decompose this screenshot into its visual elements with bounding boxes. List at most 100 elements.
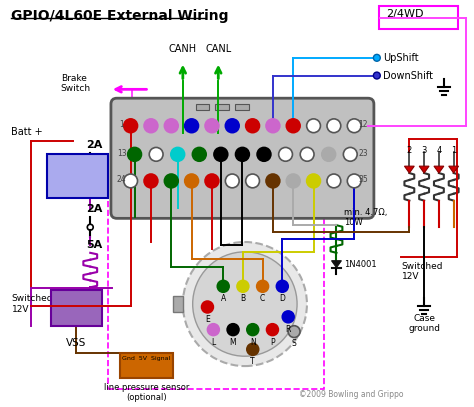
Text: 24: 24 bbox=[117, 175, 127, 184]
Circle shape bbox=[183, 242, 307, 366]
Text: 2A: 2A bbox=[86, 140, 102, 151]
Circle shape bbox=[246, 119, 259, 133]
Circle shape bbox=[286, 174, 300, 188]
Circle shape bbox=[286, 119, 300, 133]
Text: CANH: CANH bbox=[169, 44, 197, 54]
Text: B: B bbox=[240, 294, 246, 303]
Polygon shape bbox=[404, 166, 414, 173]
Polygon shape bbox=[434, 166, 444, 173]
Polygon shape bbox=[331, 261, 341, 267]
Circle shape bbox=[257, 147, 271, 161]
Text: 30: 30 bbox=[66, 178, 75, 184]
Text: M: M bbox=[230, 337, 237, 346]
Circle shape bbox=[288, 326, 300, 337]
Text: L: L bbox=[211, 337, 216, 346]
Text: 1: 1 bbox=[451, 147, 456, 155]
FancyBboxPatch shape bbox=[47, 154, 108, 198]
Text: 5A: 5A bbox=[86, 240, 102, 250]
Circle shape bbox=[322, 147, 336, 161]
Text: ©2009 Bowling and Grippo: ©2009 Bowling and Grippo bbox=[299, 389, 403, 398]
Circle shape bbox=[214, 147, 228, 161]
Text: N/O Main
Relay: N/O Main Relay bbox=[59, 166, 96, 186]
Text: GPIO/4L60E External Wiring: GPIO/4L60E External Wiring bbox=[11, 9, 229, 22]
Polygon shape bbox=[449, 166, 459, 173]
Bar bbox=[215, 104, 229, 110]
Text: D: D bbox=[279, 294, 285, 303]
Circle shape bbox=[185, 174, 199, 188]
Circle shape bbox=[266, 119, 280, 133]
Polygon shape bbox=[120, 353, 173, 378]
Text: min. 4.7Ω,
10W: min. 4.7Ω, 10W bbox=[344, 208, 388, 227]
Text: 12: 12 bbox=[358, 120, 368, 129]
Circle shape bbox=[217, 280, 229, 292]
Text: 1: 1 bbox=[119, 120, 124, 129]
Bar bbox=[196, 104, 210, 110]
Text: Switched
12V: Switched 12V bbox=[401, 262, 443, 281]
Circle shape bbox=[237, 280, 249, 292]
Circle shape bbox=[128, 147, 141, 161]
Circle shape bbox=[164, 119, 178, 133]
Circle shape bbox=[247, 344, 259, 355]
Text: R: R bbox=[285, 325, 291, 334]
Text: line pressure sensor
(optional): line pressure sensor (optional) bbox=[104, 383, 189, 402]
Text: 4: 4 bbox=[436, 147, 441, 155]
Text: P: P bbox=[270, 337, 275, 346]
Text: 85: 85 bbox=[66, 191, 75, 197]
Text: 86: 86 bbox=[50, 191, 59, 197]
Circle shape bbox=[374, 55, 380, 61]
Circle shape bbox=[171, 147, 184, 161]
Text: Switched
12V: Switched 12V bbox=[11, 294, 53, 313]
Text: 2/4WD: 2/4WD bbox=[386, 9, 423, 19]
Circle shape bbox=[225, 119, 239, 133]
Text: Brake
Switch: Brake Switch bbox=[61, 74, 91, 93]
FancyBboxPatch shape bbox=[51, 290, 102, 326]
Text: Gnd  5V  Signal: Gnd 5V Signal bbox=[122, 356, 171, 361]
Circle shape bbox=[347, 174, 361, 188]
Text: Batt +: Batt + bbox=[11, 127, 43, 137]
Circle shape bbox=[307, 119, 320, 133]
Circle shape bbox=[205, 119, 219, 133]
Circle shape bbox=[192, 147, 206, 161]
Circle shape bbox=[266, 324, 278, 335]
Text: 2: 2 bbox=[407, 147, 412, 155]
Circle shape bbox=[225, 174, 239, 188]
Circle shape bbox=[185, 119, 199, 133]
Text: 87: 87 bbox=[50, 178, 59, 184]
Text: Case
ground: Case ground bbox=[408, 314, 440, 333]
Text: DownShift: DownShift bbox=[383, 70, 433, 81]
Bar bbox=[235, 104, 249, 110]
Circle shape bbox=[192, 252, 297, 356]
Text: 23: 23 bbox=[358, 149, 368, 158]
Text: A: A bbox=[220, 294, 226, 303]
Circle shape bbox=[343, 147, 357, 161]
Text: 3: 3 bbox=[421, 147, 427, 155]
Text: S: S bbox=[292, 339, 297, 348]
Circle shape bbox=[247, 324, 259, 335]
Text: T: T bbox=[250, 357, 255, 366]
Circle shape bbox=[327, 119, 341, 133]
Text: CANL: CANL bbox=[205, 44, 231, 54]
Circle shape bbox=[374, 72, 380, 79]
Bar bbox=[173, 296, 183, 312]
Text: E: E bbox=[205, 315, 210, 324]
Circle shape bbox=[279, 147, 292, 161]
Text: C: C bbox=[260, 294, 265, 303]
FancyBboxPatch shape bbox=[111, 98, 374, 218]
Circle shape bbox=[276, 280, 288, 292]
Circle shape bbox=[283, 311, 294, 323]
Circle shape bbox=[144, 119, 158, 133]
Circle shape bbox=[236, 147, 249, 161]
Circle shape bbox=[149, 147, 163, 161]
Circle shape bbox=[201, 301, 213, 313]
Text: 13: 13 bbox=[117, 149, 127, 158]
Circle shape bbox=[307, 174, 320, 188]
Circle shape bbox=[266, 174, 280, 188]
Circle shape bbox=[227, 324, 239, 335]
Text: UpShift: UpShift bbox=[383, 53, 419, 63]
Circle shape bbox=[124, 174, 137, 188]
Circle shape bbox=[347, 119, 361, 133]
Circle shape bbox=[164, 174, 178, 188]
Circle shape bbox=[208, 324, 219, 335]
Circle shape bbox=[124, 119, 137, 133]
Text: 35: 35 bbox=[358, 175, 368, 184]
